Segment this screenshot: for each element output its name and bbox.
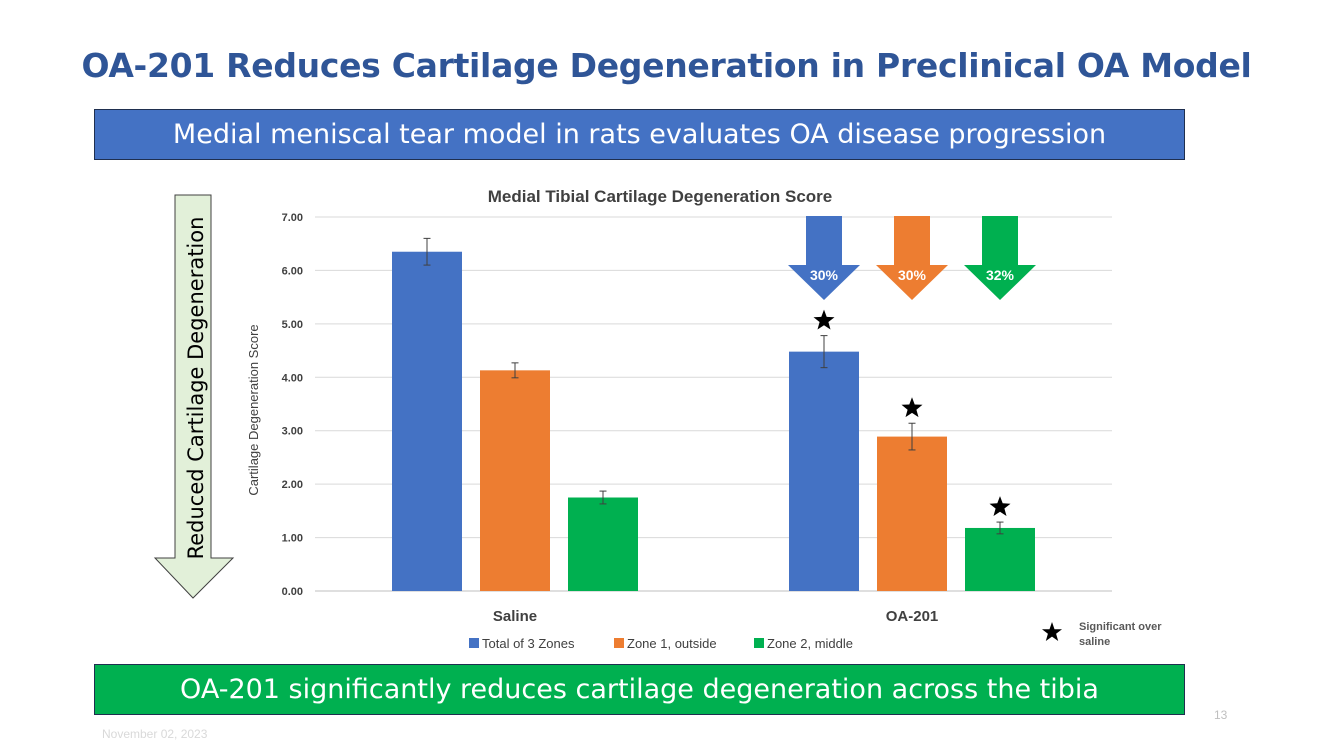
bar xyxy=(877,436,947,591)
significance-key-star-icon xyxy=(1042,622,1062,641)
x-axis-label: Saline xyxy=(493,608,537,625)
reduction-arrow xyxy=(876,216,948,300)
bar xyxy=(392,251,462,591)
reduction-percent-label: 30% xyxy=(810,267,839,283)
y-tick-label: 1.00 xyxy=(282,533,303,545)
legend: Total of 3 Zones Zone 1, outside Zone 2, m… xyxy=(469,636,853,651)
x-axis-label: OA-201 xyxy=(886,608,939,625)
y-tick-label: 6.00 xyxy=(282,265,303,277)
legend-label: Zone 1, outside xyxy=(627,636,717,651)
y-tick-label: 4.00 xyxy=(282,372,303,384)
y-tick-label: 2.00 xyxy=(282,479,303,491)
slide-title: OA-201 Reduces Cartilage Degeneration in… xyxy=(81,46,1252,85)
significance-star-icon xyxy=(813,309,835,330)
subtitle-banner: Medial meniscal tear model in rats evalu… xyxy=(94,109,1185,160)
significance-star-icon xyxy=(989,496,1011,516)
bar xyxy=(480,370,550,591)
reduced-degeneration-arrow xyxy=(153,194,235,599)
reduction-arrows: 30% 30% 32% xyxy=(788,216,1036,300)
y-tick-label: 5.00 xyxy=(282,319,303,331)
y-tick-label: 0.00 xyxy=(282,586,303,598)
page-number: 13 xyxy=(1214,708,1228,722)
conclusion-banner: OA-201 significantly reduces cartilage d… xyxy=(94,664,1185,715)
y-tick-label: 3.00 xyxy=(282,426,303,438)
reduction-percent-label: 32% xyxy=(986,267,1015,283)
side-arrow-label: Reduced Cartilage Degeneration xyxy=(184,217,208,560)
y-tick-label: 7.00 xyxy=(282,212,303,224)
legend-label: Total of 3 Zones xyxy=(482,636,575,651)
significance-star-icon xyxy=(901,397,923,418)
legend-swatch xyxy=(754,638,764,648)
legend-label: Zone 2, middle xyxy=(767,636,853,651)
reduction-arrow xyxy=(788,216,860,300)
bar xyxy=(789,351,859,591)
reduction-percent-label: 30% xyxy=(898,267,927,283)
significance-key-text: Significant over saline xyxy=(1079,621,1165,648)
error-bars xyxy=(423,237,1004,535)
x-axis-labels: Saline OA-201 xyxy=(493,608,938,625)
significance-stars xyxy=(813,309,1011,516)
chart-title: Medial Tibial Cartilage Degeneration Sco… xyxy=(488,187,833,206)
legend-swatch xyxy=(614,638,624,648)
legend-swatch xyxy=(469,638,479,648)
footer-date: November 02, 2023 xyxy=(102,727,208,741)
y-axis-ticks: 0.00 1.00 2.00 3.00 4.00 5.00 6.00 7.00 xyxy=(282,212,303,598)
bars xyxy=(392,251,1035,591)
y-axis-label: Cartilage Degeneration Score xyxy=(246,324,261,495)
reduction-arrow xyxy=(964,216,1036,300)
bar xyxy=(568,497,638,591)
bar xyxy=(965,527,1035,591)
